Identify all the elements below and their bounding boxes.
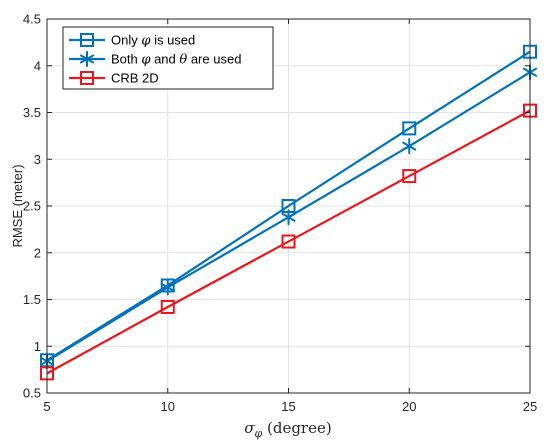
y-tick-label: 0.5: [23, 386, 41, 401]
x-tick-label: 10: [161, 399, 175, 414]
x-tick-label: 15: [281, 399, 295, 414]
y-tick-label: 4: [34, 58, 41, 73]
series-line: [46, 50, 531, 362]
legend-label: Only φ is usedOnly φ is used: [111, 33, 195, 49]
y-tick-label: 2.5: [23, 199, 41, 214]
legend: Only φ is usedOnly φ is used Both φ and θ…: [62, 26, 274, 90]
tick-labels: 5 10 15 20 25 0.5 1 1.5 2 2.5 3 3.5 4 4.5: [23, 12, 537, 415]
legend-marker: [80, 71, 94, 85]
data-point: [402, 138, 417, 155]
data-point: [402, 121, 417, 136]
y-tick-label: 2: [34, 245, 41, 260]
ticks: [46, 18, 531, 394]
y-tick-label: 3.5: [23, 105, 41, 120]
x-tick-label: 20: [402, 399, 416, 414]
series-line: [46, 109, 531, 375]
legend-label: CRB 2DCRB 2D: [111, 71, 159, 86]
data-point: [402, 169, 417, 184]
data-point: [281, 234, 296, 249]
x-tick-label: 25: [523, 399, 537, 414]
y-tick-label: 1: [34, 339, 41, 354]
y-axis-label: RMSE (meter): [10, 164, 25, 247]
data-point: [160, 279, 175, 296]
y-tick-label: 3: [34, 152, 41, 167]
y-tick-label: 1.5: [23, 292, 41, 307]
legend-marker: [80, 33, 94, 47]
legend-entry-3: CRB 2DCRB 2D: [69, 71, 159, 86]
data-point: [160, 299, 175, 314]
legend-entry-1: Only φ is usedOnly φ is used: [69, 33, 195, 49]
data-point: [281, 209, 296, 226]
legend-marker: [79, 51, 95, 67]
y-tick-label: 4.5: [23, 12, 41, 27]
x-axis-label: σφ (degree)σ_φ (degree): [244, 419, 331, 440]
x-tick-label: 5: [43, 399, 50, 414]
